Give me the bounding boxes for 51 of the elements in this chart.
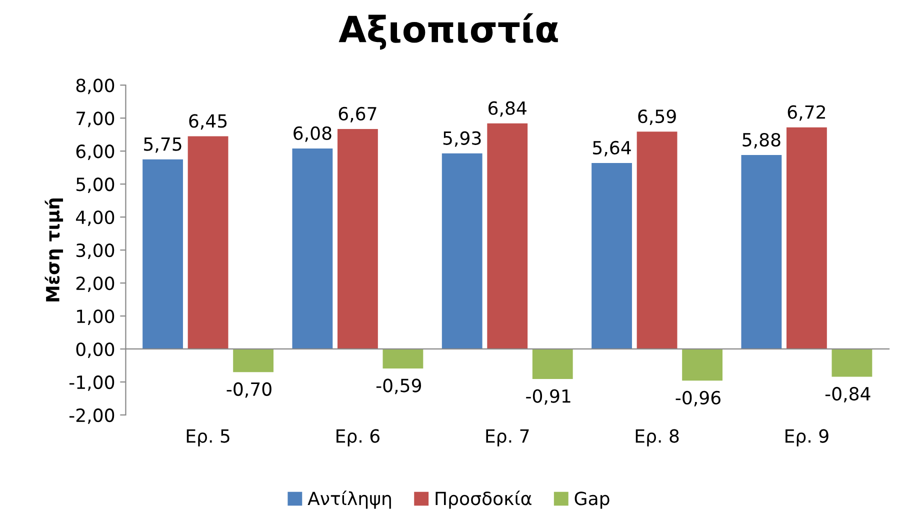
y-tick-label: 6,00 (76, 144, 114, 160)
y-tick-label: 0,00 (76, 342, 114, 358)
data-label: 6,72 (788, 105, 825, 121)
bar (741, 155, 782, 349)
data-label: -0,70 (226, 382, 272, 398)
y-tick-label: 2,00 (76, 276, 114, 292)
bar (487, 123, 528, 349)
x-tick-label: Ερ. 8 (636, 429, 679, 446)
bar (188, 136, 228, 349)
data-label: 5,75 (144, 137, 182, 153)
data-label: -0,59 (376, 378, 422, 394)
y-tick-label: -1,00 (69, 375, 114, 391)
data-label: 6,08 (294, 126, 332, 142)
bar (786, 127, 827, 349)
legend-label: Αντίληψη (308, 490, 391, 509)
bar (532, 348, 573, 380)
bar (142, 159, 183, 349)
bar (338, 128, 378, 349)
data-label: 5,88 (742, 132, 780, 148)
bar (442, 153, 482, 349)
x-tick-label: Ερ. 9 (786, 429, 828, 446)
legend-label: Gap (574, 492, 610, 509)
data-label: 6,59 (638, 110, 676, 126)
y-tick-label: -2,00 (69, 408, 114, 424)
data-label: 6,45 (189, 114, 227, 130)
data-label: 6,67 (338, 106, 376, 122)
y-tick-label: 5,00 (76, 178, 114, 194)
bar (233, 348, 274, 372)
data-label: -0,96 (676, 390, 720, 406)
y-tick-label: 7,00 (76, 112, 114, 128)
data-label: -0,84 (825, 386, 870, 402)
y-tick-label: 3,00 (76, 244, 114, 259)
legend-label: Προσδοκία (436, 490, 532, 509)
y-axis-title: Μέση τιμή (44, 198, 64, 302)
bar (832, 348, 872, 377)
data-label: -0,91 (526, 389, 570, 405)
x-tick-label: Ερ. 6 (336, 429, 380, 446)
bar (292, 148, 333, 349)
bar (592, 162, 632, 349)
data-label: 5,64 (593, 140, 631, 156)
y-tick-label: 8,00 (76, 78, 114, 94)
y-tick-label: 1,00 (77, 309, 114, 325)
x-tick-label: Ερ. 7 (486, 429, 529, 446)
bar (682, 348, 722, 381)
data-label: 6,84 (488, 101, 526, 117)
bar (382, 348, 424, 368)
x-tick-label: Ερ. 5 (186, 429, 230, 446)
bar (636, 132, 678, 349)
data-label: 5,93 (443, 131, 481, 147)
chart-title: Αξιοπιστία (338, 13, 558, 50)
y-tick-label: 4,00 (76, 210, 114, 226)
